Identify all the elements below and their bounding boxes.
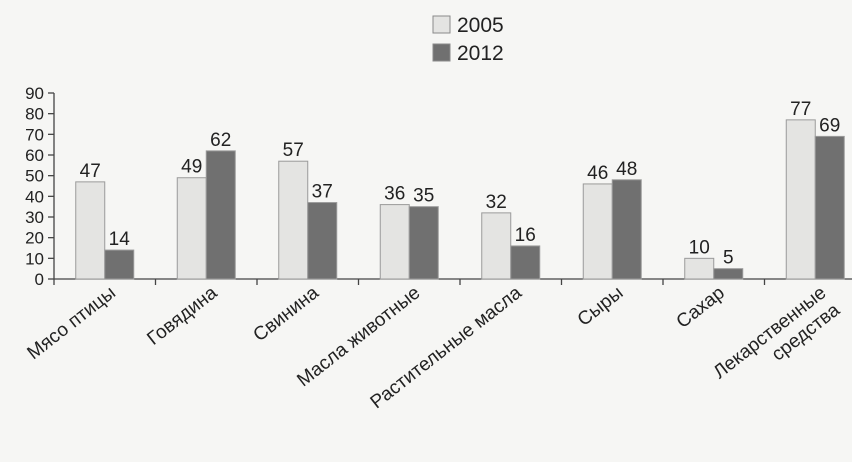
legend-label: 2005 [457,14,504,37]
category-label: Мясо птицы [24,282,120,364]
bar-2005-6 [684,257,715,280]
bar-2012-0 [104,249,135,280]
bar-2005-0 [75,181,106,280]
bar-2005-5 [582,183,613,280]
bar-2012-1 [205,150,236,280]
bar-2012-2 [307,202,338,280]
bar-2012-4 [510,245,541,280]
bar-2005-4 [481,212,512,280]
data-label: 36 [384,184,405,205]
category-label-line: Сыры [574,282,628,330]
data-label: 46 [587,163,608,184]
data-label: 5 [723,248,734,269]
category-label-line: Сахар [673,282,729,332]
y-tick-label: 40 [25,187,44,206]
bar-2012-5 [611,179,642,280]
y-tick-label: 10 [25,249,44,268]
bar-2005-7 [785,119,816,280]
y-tick-label: 90 [25,84,44,103]
data-label: 62 [210,130,231,151]
category-label: Говядина [143,282,221,350]
bar-2012-3 [408,206,439,280]
y-tick-label: 20 [25,229,44,248]
data-label: 47 [80,161,101,182]
category-label: Сахар [673,282,729,332]
data-label: 35 [413,186,434,207]
bar-2005-1 [176,177,207,280]
y-tick-label: 60 [25,146,44,165]
data-label: 57 [283,140,304,161]
legend-label: 2012 [457,42,504,65]
y-tick-label: 70 [25,125,44,144]
data-label: 49 [181,157,202,178]
data-label: 48 [616,159,637,180]
legend-swatch-2005 [432,15,451,34]
data-label: 32 [486,192,507,213]
legend-swatch-2012 [432,43,451,62]
category-label-line: Говядина [143,282,221,350]
y-tick-label: 50 [25,167,44,186]
data-label: 77 [790,99,811,120]
category-label-line: Мясо птицы [24,282,120,364]
data-label: 69 [819,115,840,136]
y-tick-label: 0 [35,270,44,289]
data-label: 37 [312,182,333,203]
bar-2005-2 [278,160,309,280]
bar-2005-3 [379,204,410,280]
y-tick-label: 80 [25,105,44,124]
y-tick-label: 30 [25,208,44,227]
category-label-line: Свинина [250,282,324,346]
category-label: Свинина [250,282,324,346]
data-label: 14 [109,229,131,250]
data-label: 16 [515,225,536,246]
category-label: Сыры [574,282,628,330]
bar-2012-6 [713,268,744,280]
category-label: Лекарственныесредства [710,282,845,400]
bar-2012-7 [814,135,845,280]
data-label: 10 [689,237,710,258]
